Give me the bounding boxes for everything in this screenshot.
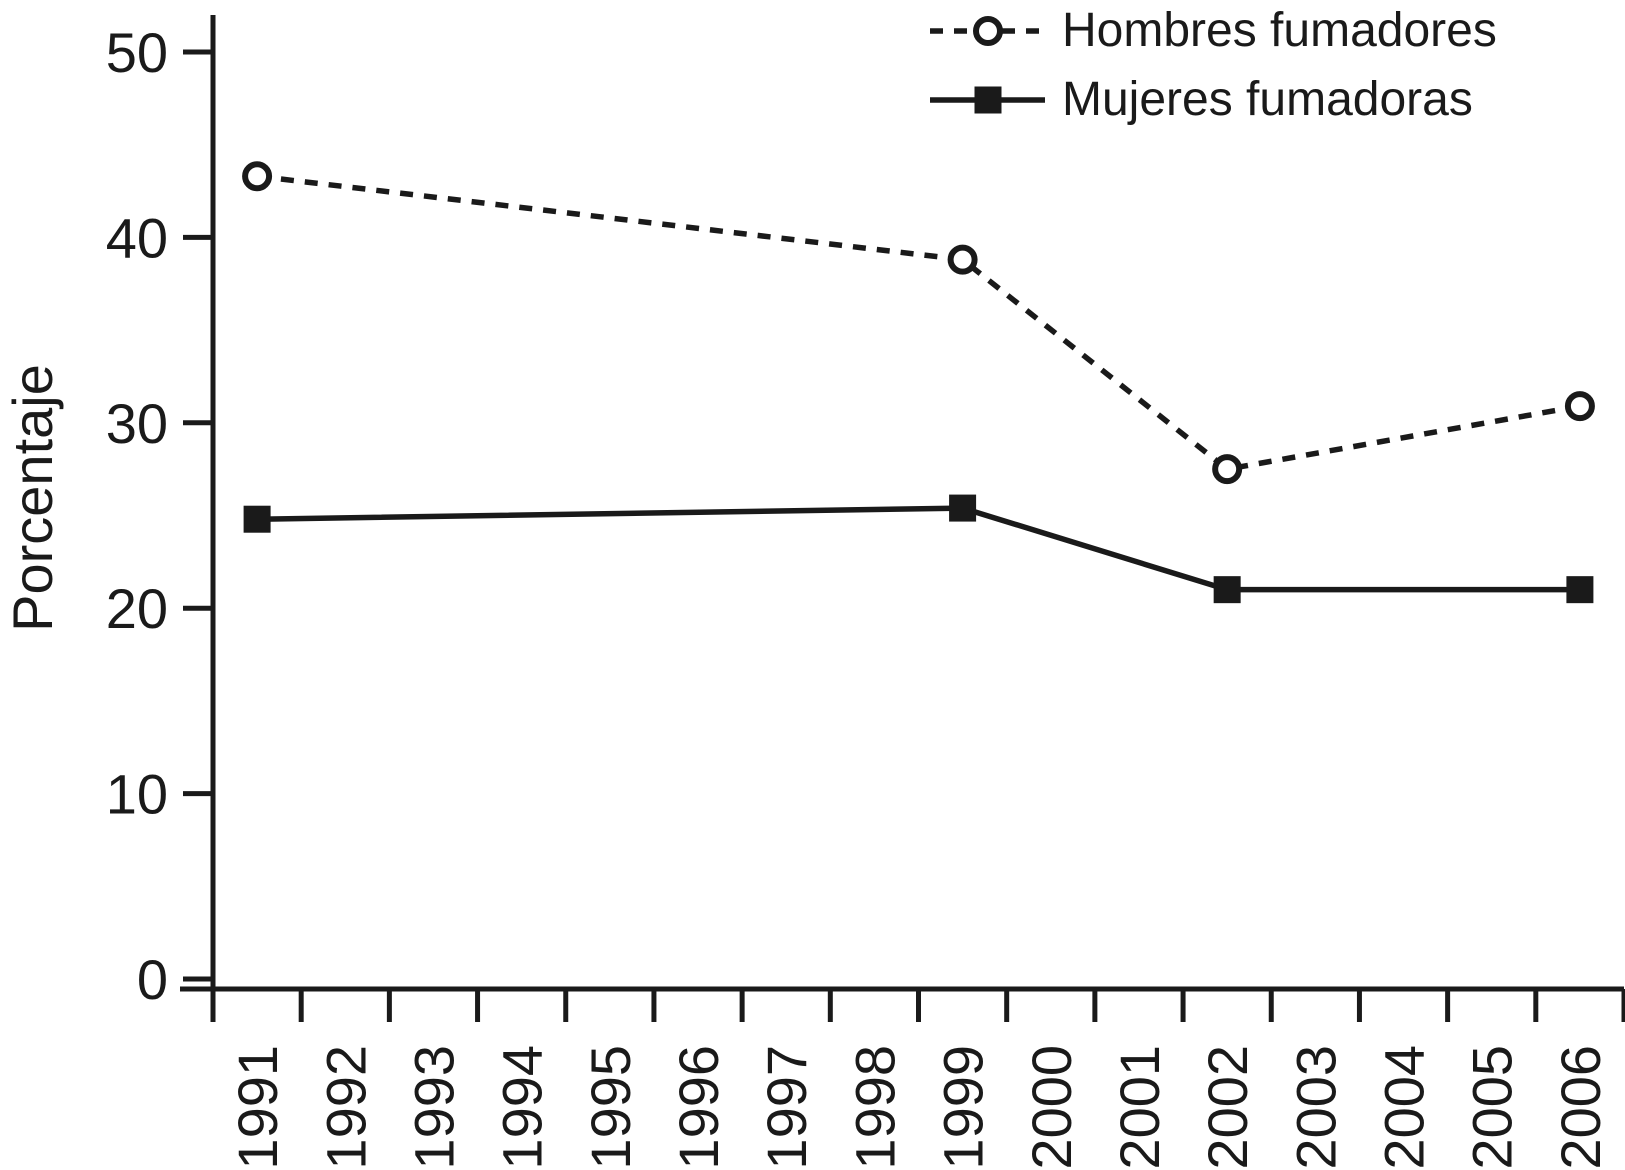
y-tick-label: 50 <box>106 21 168 84</box>
x-tick-label: 2006 <box>1549 1045 1612 1170</box>
plot-axes <box>180 15 1624 992</box>
legend-open-circle-marker <box>973 16 1003 46</box>
x-tick-label: 1996 <box>667 1045 730 1170</box>
legend-entry-hombres: Hombres fumadores <box>930 4 1497 57</box>
x-axis-ticks: 1991 1992 1993 1994 1995 1996 1997 1998 1999 2000… <box>210 989 1625 1170</box>
legend-label-mujeres: Mujeres fumadoras <box>1062 73 1473 126</box>
x-tick-label: 1994 <box>491 1045 554 1170</box>
data-point-open-circle <box>947 244 978 275</box>
legend-label-hombres: Hombres fumadores <box>1062 4 1497 57</box>
data-point-open-circle <box>242 161 273 192</box>
y-tick-label: 40 <box>106 206 168 269</box>
series-line <box>256 173 1581 473</box>
data-point-filled-square <box>243 505 271 533</box>
data-point-filled-square <box>1213 576 1241 604</box>
data-point-open-circle <box>1564 391 1595 422</box>
data-point-filled-square <box>949 494 977 522</box>
x-tick-label: 2001 <box>1108 1045 1171 1170</box>
x-tick-label: 2005 <box>1461 1045 1524 1170</box>
x-tick-label: 1993 <box>402 1045 465 1170</box>
x-tick-label: 1995 <box>579 1045 642 1170</box>
y-tick-label: 30 <box>106 392 168 455</box>
x-tick-label: 1991 <box>226 1045 289 1170</box>
series-line <box>257 505 1580 593</box>
y-axis-ticks: 0 10 20 30 40 50 <box>106 21 213 1011</box>
x-tick-label: 1999 <box>932 1045 995 1170</box>
x-tick-label: 2004 <box>1373 1045 1436 1170</box>
data-point-filled-square <box>1566 576 1594 604</box>
legend: Hombres fumadores Mujeres fumadoras <box>930 4 1497 126</box>
data-point-open-circle <box>1212 454 1243 485</box>
y-tick-label: 0 <box>137 948 168 1011</box>
data-series <box>242 161 1595 604</box>
x-tick-label: 2003 <box>1284 1045 1347 1170</box>
y-axis-title: Porcentaje <box>1 364 64 632</box>
x-tick-label: 2000 <box>1020 1045 1083 1170</box>
legend-entry-mujeres: Mujeres fumadoras <box>930 73 1473 126</box>
legend-filled-square-marker <box>974 86 1002 114</box>
x-tick-label: 1998 <box>843 1045 906 1170</box>
x-tick-label: 1997 <box>755 1045 818 1170</box>
x-tick-label: 1992 <box>314 1045 377 1170</box>
y-tick-label: 20 <box>106 577 168 640</box>
x-tick-label: 2002 <box>1196 1045 1259 1170</box>
y-tick-label: 10 <box>106 763 168 826</box>
